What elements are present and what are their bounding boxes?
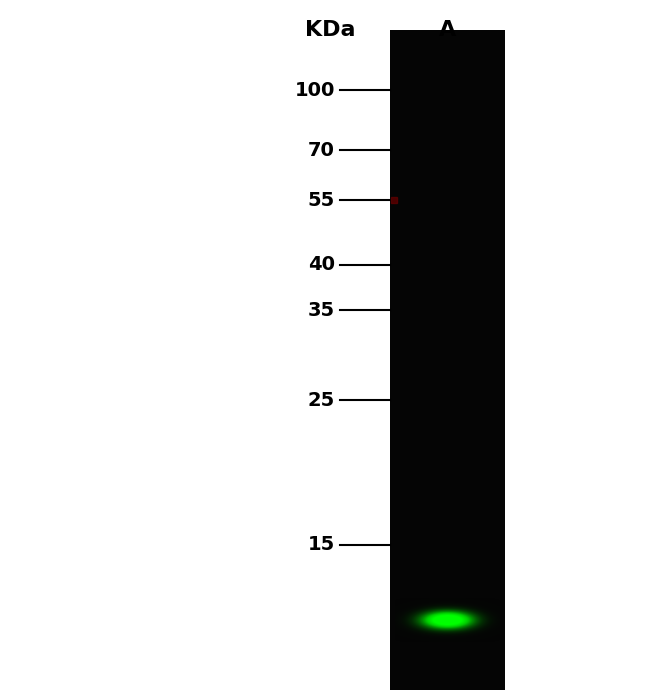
Text: 100: 100 bbox=[294, 81, 335, 99]
Text: 70: 70 bbox=[308, 140, 335, 159]
Text: A: A bbox=[439, 20, 456, 40]
Text: 15: 15 bbox=[307, 536, 335, 555]
Text: 40: 40 bbox=[308, 256, 335, 275]
Text: 25: 25 bbox=[307, 391, 335, 409]
Text: KDa: KDa bbox=[305, 20, 356, 40]
Text: 35: 35 bbox=[308, 300, 335, 320]
Text: 55: 55 bbox=[307, 190, 335, 209]
Bar bbox=[390, 30, 505, 690]
